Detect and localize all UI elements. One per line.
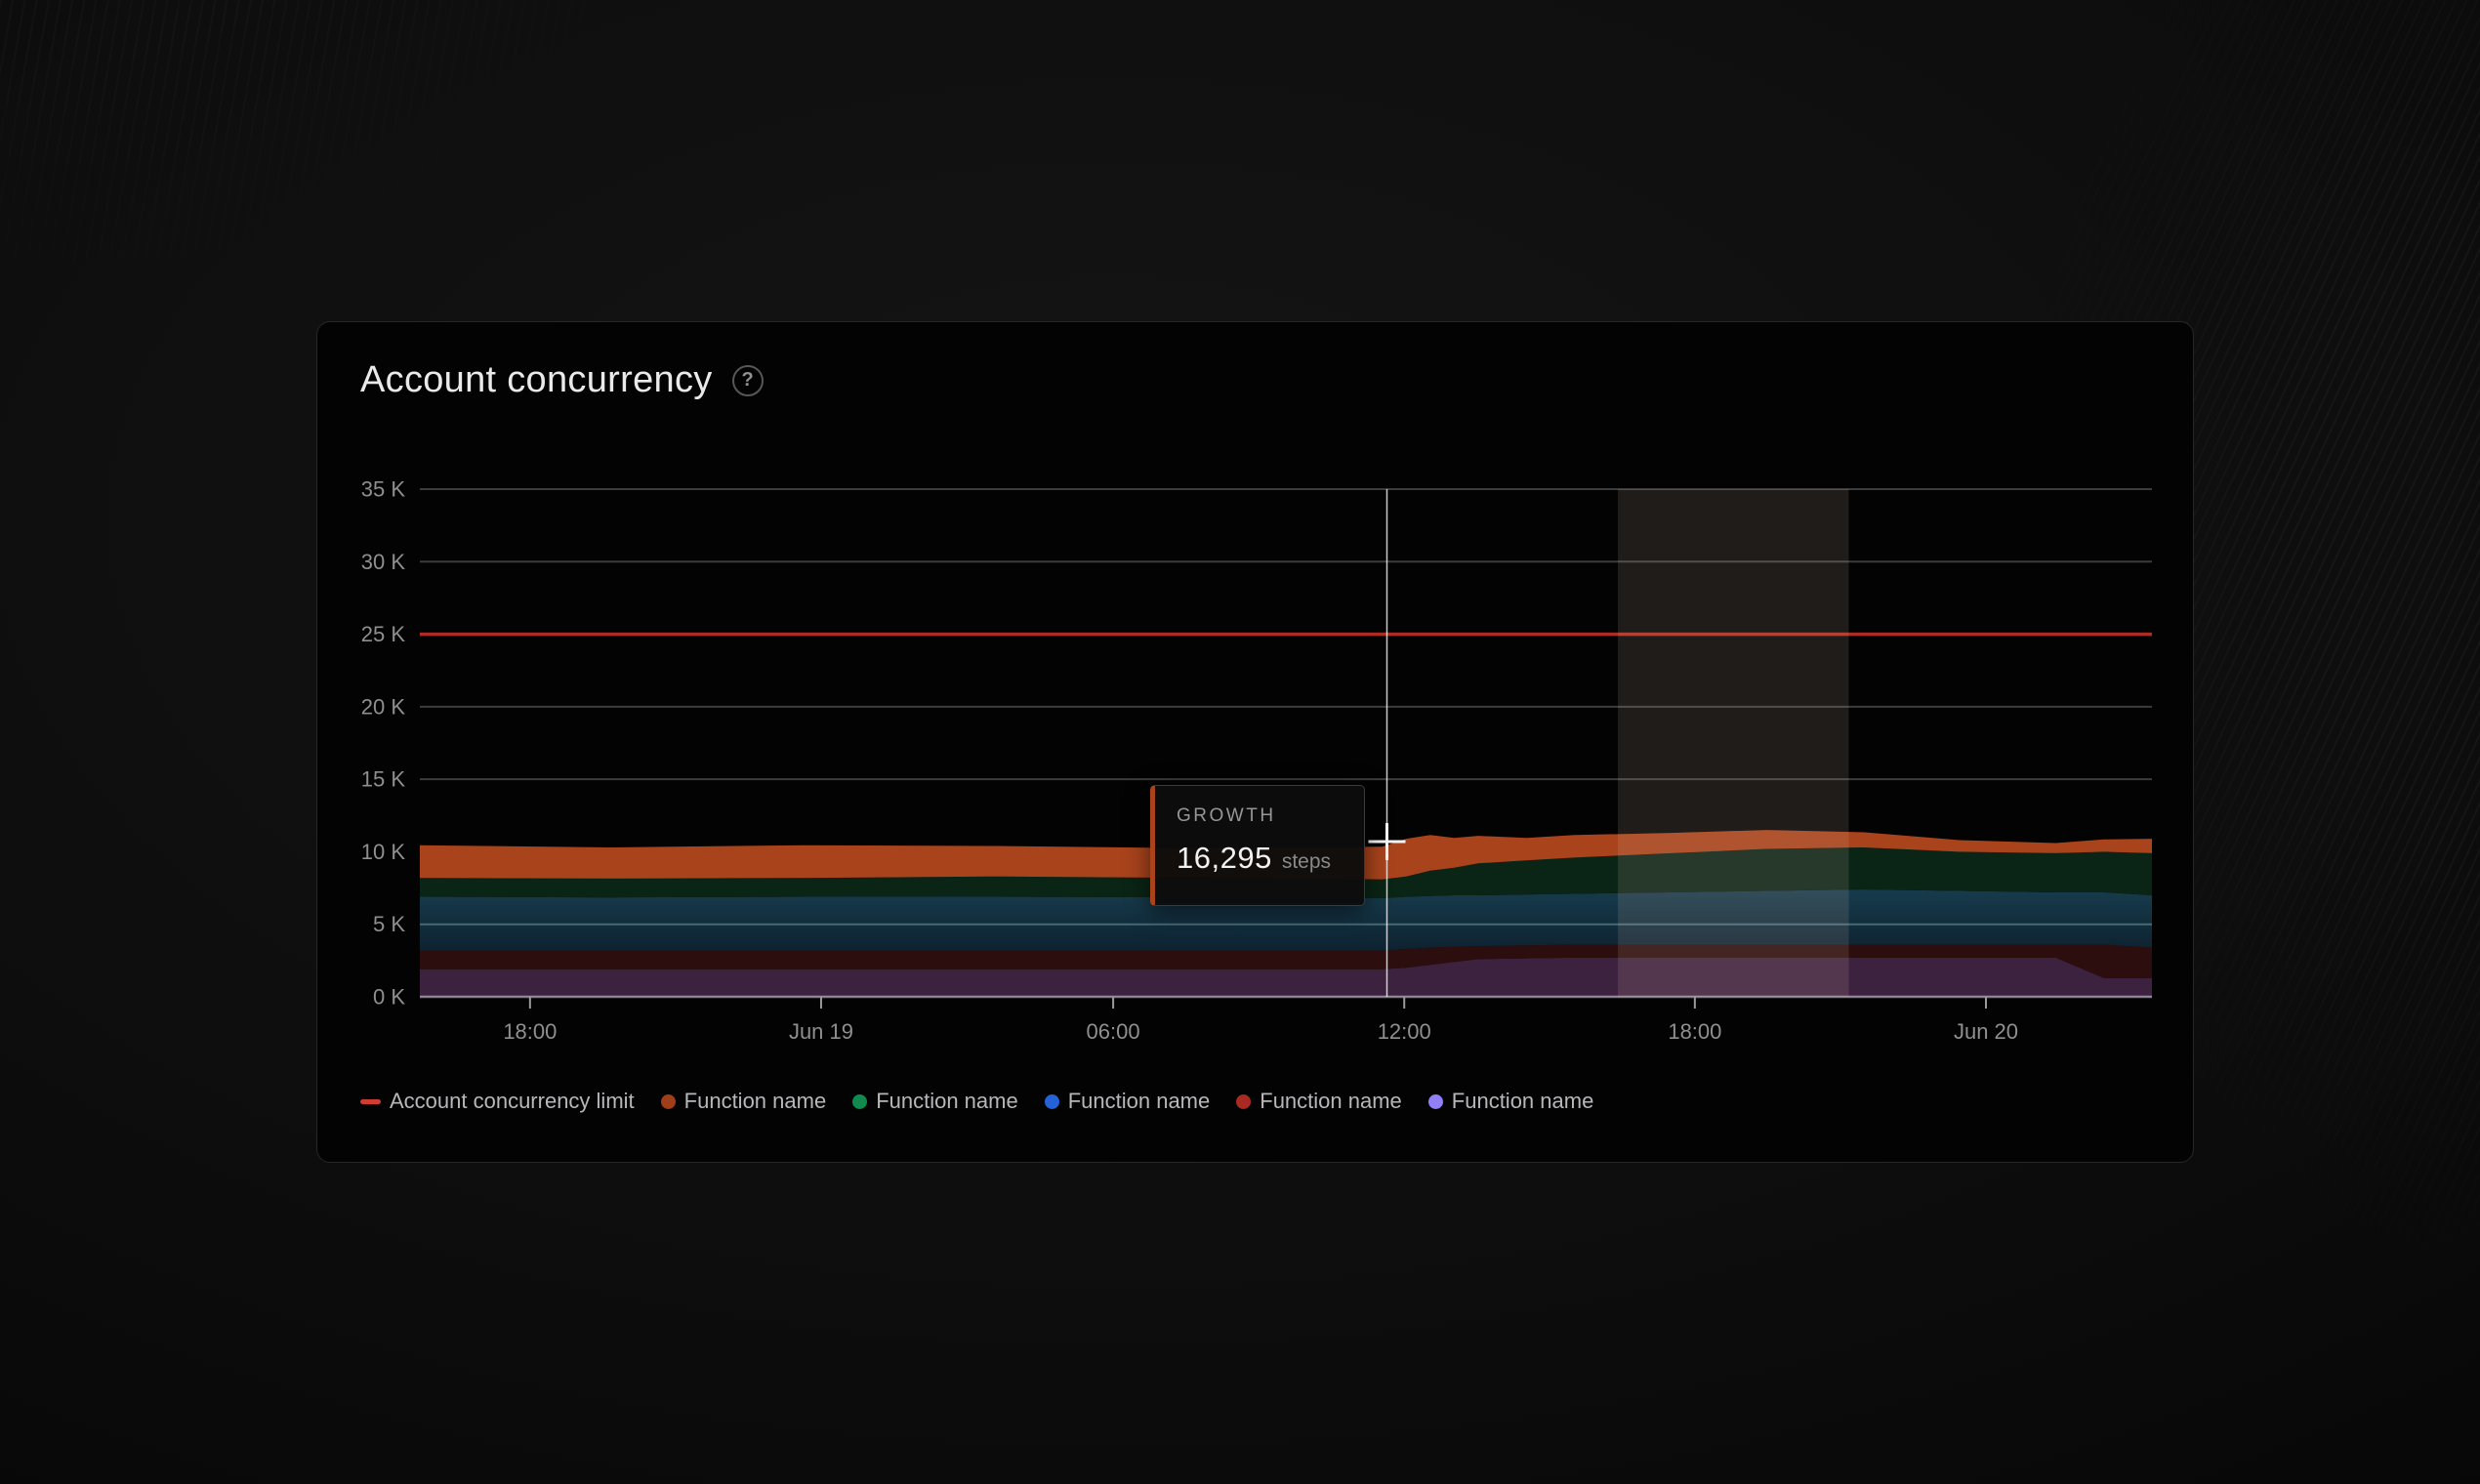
- x-axis-label: 18:00: [1668, 1019, 1721, 1044]
- tooltip-series-name: GROWTH: [1177, 805, 1276, 826]
- area-band-violet: [420, 957, 2152, 997]
- tooltip-unit: steps: [1281, 850, 1332, 873]
- legend-item-concurrency-limit[interactable]: Account concurrency limit: [360, 1089, 635, 1114]
- chart-tooltip: GROWTH 16,295 steps: [1150, 785, 1365, 906]
- y-axis-label: 15 K: [361, 767, 406, 792]
- area-band-red: [420, 944, 2152, 978]
- y-axis-label: 35 K: [361, 477, 406, 502]
- y-axis-label: 25 K: [361, 622, 406, 646]
- y-axis-label: 20 K: [361, 694, 406, 719]
- x-axis-label: 12:00: [1378, 1019, 1431, 1044]
- x-axis-label: Jun 19: [789, 1019, 853, 1044]
- area-band-blue: [420, 889, 2152, 951]
- legend-item-function-red[interactable]: Function name: [1236, 1089, 1402, 1114]
- legend-swatch-dot: [1044, 1093, 1059, 1109]
- x-axis-label: 18:00: [503, 1019, 557, 1044]
- account-concurrency-card: Account concurrency ? 18:00 Jun 19 06:00 12…: [316, 321, 2194, 1163]
- tooltip-value-row: 16,295 steps: [1177, 841, 1346, 876]
- concurrency-chart[interactable]: 18:00 Jun 19 06:00 12:00 18:00 Jun 20 0 K 5 K 10…: [317, 322, 2195, 1164]
- legend-swatch-dot: [660, 1093, 676, 1109]
- x-axis-label: Jun 20: [1954, 1019, 2018, 1044]
- y-axis-label: 30 K: [361, 550, 406, 574]
- legend-item-function-green[interactable]: Function name: [852, 1089, 1018, 1114]
- x-axis-label: 06:00: [1087, 1019, 1140, 1044]
- legend-label: Function name: [1067, 1089, 1211, 1113]
- page-title: Account concurrency: [360, 359, 713, 400]
- y-axis-label: 5 K: [373, 912, 405, 936]
- area-band-green: [420, 847, 2152, 898]
- legend-item-function-violet[interactable]: Function name: [1427, 1089, 1594, 1114]
- y-axis-label: 0 K: [373, 985, 405, 1010]
- legend-label: Function name: [683, 1089, 827, 1113]
- legend-label: Function name: [1451, 1089, 1594, 1113]
- highlight-window: [1618, 489, 1849, 997]
- help-icon[interactable]: ?: [731, 364, 764, 396]
- tooltip-value: 16,295: [1177, 841, 1272, 875]
- legend-swatch-dash: [360, 1098, 381, 1104]
- card-header: Account concurrency ?: [360, 359, 764, 401]
- legend-item-function-orange[interactable]: Function name: [660, 1089, 827, 1114]
- legend-label: Function name: [1260, 1089, 1402, 1113]
- legend-swatch-dot: [1427, 1093, 1443, 1109]
- y-axis-label: 10 K: [361, 840, 406, 864]
- legend-swatch-dot: [1236, 1093, 1252, 1109]
- legend-swatch-dot: [852, 1093, 868, 1109]
- chart-legend: Account concurrency limit Function name …: [360, 1089, 1593, 1114]
- legend-item-function-blue[interactable]: Function name: [1044, 1089, 1211, 1114]
- legend-label: Function name: [876, 1089, 1018, 1113]
- legend-label: Account concurrency limit: [390, 1089, 635, 1113]
